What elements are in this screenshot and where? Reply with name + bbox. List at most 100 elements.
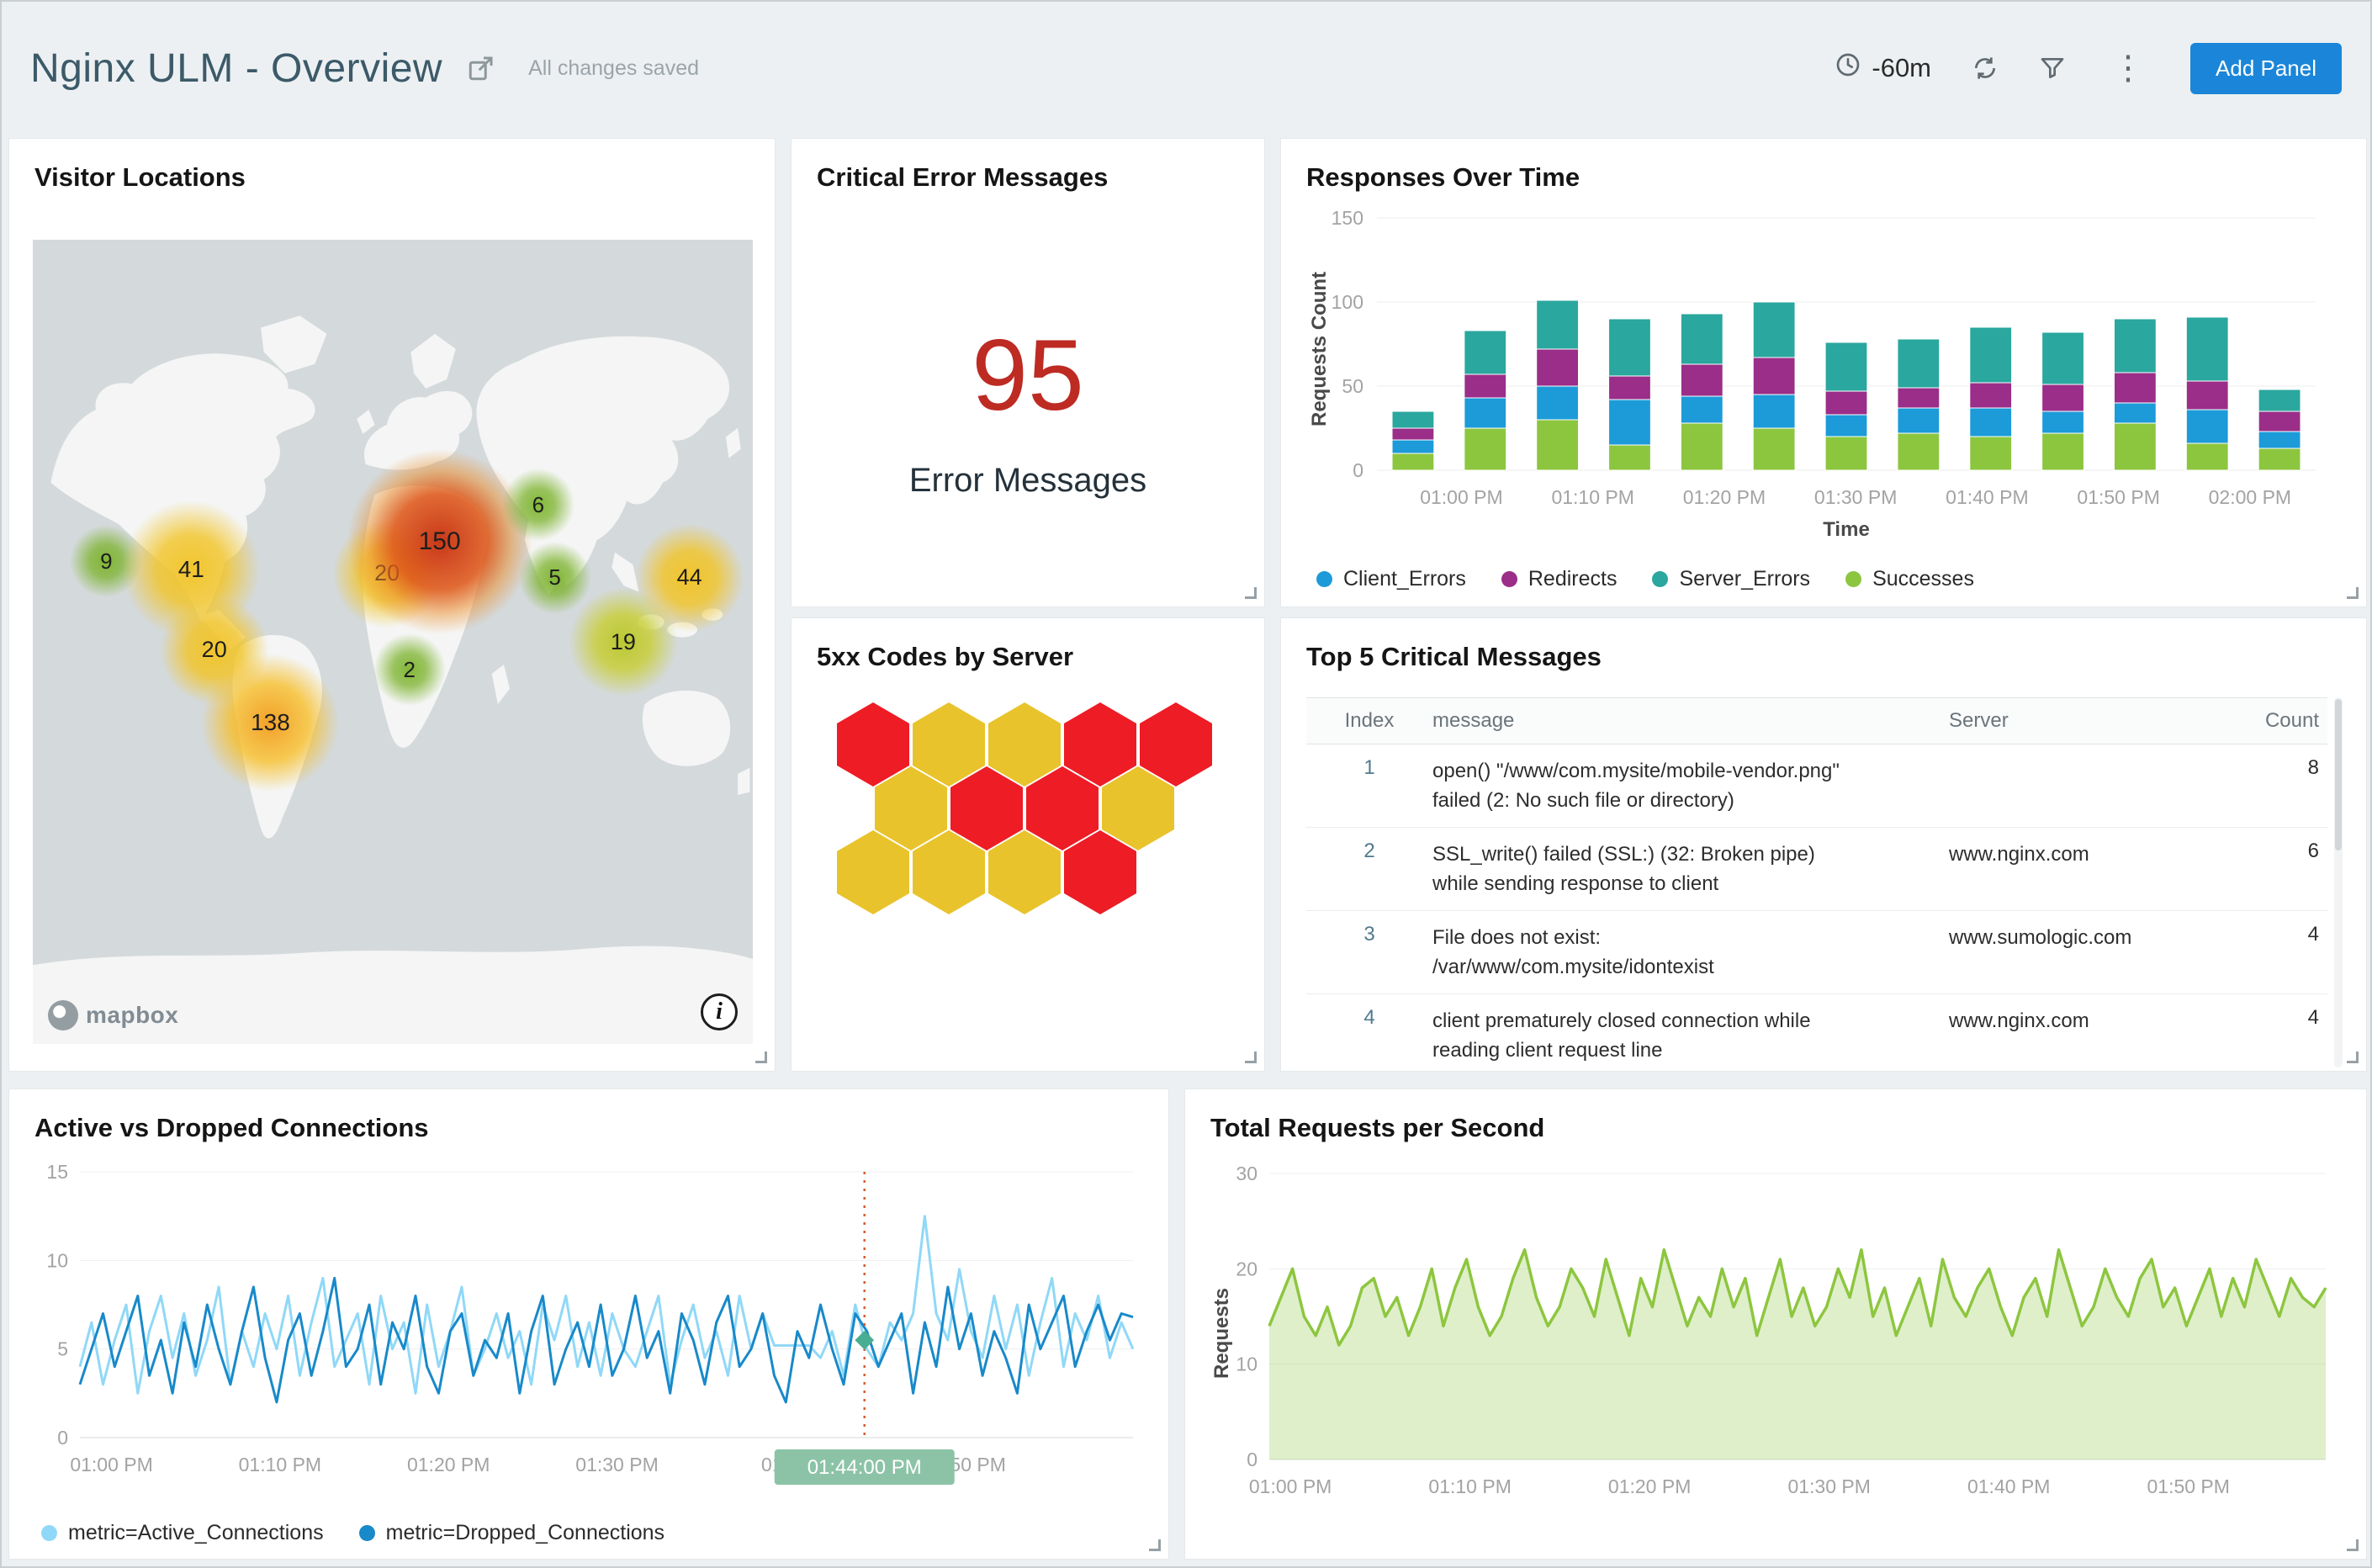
panel-responses-over-time: Responses Over Time Requests Count 0 50 10… [1280,138,2367,607]
svg-text:10: 10 [1236,1353,1257,1375]
bubble-count: 5 [548,564,561,591]
cell-index: 3 [1363,923,1375,946]
legend-label: Server_Errors [1679,567,1811,591]
svg-text:01:50 PM: 01:50 PM [2077,486,2159,508]
legend-dot [41,1525,57,1541]
honeycomb-cell-red[interactable] [1026,766,1099,850]
honeycomb-cell-red[interactable] [950,766,1023,850]
requests-area-chart[interactable]: 0 10 20 30 01:00 PM 01:10 PM 01:20 PM 01:30 PM 0… [1205,1160,2348,1513]
column-header-message[interactable]: message [1432,709,1515,732]
page-title: Nginx ULM - Overview [30,45,443,91]
table-scrollbar[interactable] [2334,697,2343,1067]
panel-title: Active vs Dropped Connections [34,1113,429,1142]
table-row[interactable]: 2 SSL_write() failed (SSL:) (32: Broken p… [1306,828,2327,911]
share-icon[interactable] [466,53,496,83]
cell-message: client prematurely closed connection whi… [1432,1009,1811,1062]
resize-handle[interactable] [2347,1539,2359,1551]
cell-server: www.sumologic.com [1949,926,2132,949]
honeycomb-cell-red[interactable] [1140,702,1212,787]
honeycomb-cell-red[interactable] [1064,702,1136,787]
panel-title: Visitor Locations [34,162,246,192]
resize-handle[interactable] [1245,1052,1257,1063]
column-header-server[interactable]: Server [1949,709,2009,732]
refresh-icon[interactable] [1972,55,1999,82]
legend-dot [1652,571,1669,587]
svg-text:01:40 PM: 01:40 PM [1967,1475,2050,1497]
legend-label: Successes [1872,567,1974,591]
svg-text:01:50 PM: 01:50 PM [2147,1475,2229,1497]
legend-item[interactable]: Server_Errors [1652,567,1810,591]
map-heat-bubble[interactable]: 2 [370,631,448,709]
legend-item[interactable]: Redirects [1501,567,1617,591]
legend-dot [1501,571,1517,587]
panel-active-vs-dropped-connections: Active vs Dropped Connections 0 5 10 15 01:0… [8,1089,1169,1560]
svg-text:01:40 PM: 01:40 PM [1946,486,2028,508]
resize-handle[interactable] [1149,1539,1161,1551]
table-row[interactable]: 4 client prematurely closed connection wh… [1306,994,2327,1069]
panel-title: Top 5 Critical Messages [1306,642,1602,671]
panel-visitor-locations: Visitor Locations [8,138,776,1072]
svg-text:01:00 PM: 01:00 PM [1420,486,1502,508]
honeycomb-row [837,702,1215,787]
honeycomb-cell-red[interactable] [837,702,909,787]
table-row[interactable]: 1 open() "/www/com.mysite/mobile-vendor.p… [1306,744,2327,828]
honeycomb-row [837,830,1215,914]
resize-handle[interactable] [2347,1052,2359,1063]
svg-text:20: 20 [1236,1258,1257,1279]
resize-handle[interactable] [755,1052,767,1063]
honeycomb-row [875,766,1215,850]
cell-server: www.nginx.com [1949,843,2089,866]
resize-handle[interactable] [2347,587,2359,599]
bubble-count: 44 [676,564,702,591]
mapbox-icon [48,1000,78,1030]
honeycomb-cell-yellow[interactable] [875,766,947,850]
cell-count: 8 [2307,756,2319,779]
world-map[interactable]: 94120138201502651944 mapbox [33,240,753,1044]
legend-item[interactable]: metric=Active_Connections [41,1521,324,1545]
time-range-button[interactable]: -60m [1835,51,1931,85]
responses-stacked-bar-chart[interactable]: 0 50 100 150 01:00 PM 01:10 PM 01:20 PM 01:30 P… [1303,204,2346,541]
mapbox-logo[interactable]: mapbox [48,1000,178,1030]
column-header-index[interactable]: Index [1344,709,1395,732]
cell-count: 4 [2307,1006,2319,1029]
responses-legend: Client_Errors Redirects Server_Errors Succe… [1316,567,1974,591]
map-heat-bubble[interactable]: 138 [199,650,342,794]
cell-message: SSL_write() failed (SSL:) (32: Broken pi… [1432,843,1815,895]
cell-server: www.nginx.com [1949,1009,2089,1032]
column-header-count[interactable]: Count [2264,709,2319,732]
svg-text:150: 150 [1332,207,1363,229]
honeycomb-chart [837,702,1215,914]
map-heat-bubble[interactable]: 6 [499,466,577,544]
honeycomb-cell-yellow[interactable] [988,702,1061,787]
svg-text:10: 10 [46,1249,68,1271]
svg-text:30: 30 [1236,1163,1257,1184]
connections-legend: metric=Active_Connections metric=Dropped_… [41,1521,664,1545]
filter-icon[interactable] [2039,55,2066,82]
connections-line-chart[interactable]: 0 5 10 15 01:00 PM 01:10 PM 01:20 PM 01:30 PM 01… [29,1160,1150,1496]
resize-handle[interactable] [1245,587,1257,599]
more-menu-icon[interactable] [2106,51,2150,85]
svg-text:5: 5 [57,1338,68,1360]
legend-label: metric=Dropped_Connections [385,1521,665,1544]
legend-item[interactable]: Successes [1845,567,1974,591]
svg-text:01:44:00 PM: 01:44:00 PM [807,1456,922,1479]
table-row[interactable]: 3 File does not exist: /var/www/com.mysit… [1306,911,2327,994]
cell-count: 4 [2307,923,2319,946]
svg-text:100: 100 [1332,291,1363,313]
legend-item[interactable]: Client_Errors [1316,567,1466,591]
honeycomb-cell-yellow[interactable] [913,702,985,787]
dashboard-header: Nginx ULM - Overview All changes saved -… [2,2,2370,135]
legend-dot [358,1525,375,1541]
map-heat-bubble[interactable]: 44 [633,521,746,634]
legend-item[interactable]: metric=Dropped_Connections [358,1521,665,1545]
add-panel-button[interactable]: Add Panel [2190,42,2342,94]
cell-index: 4 [1363,1006,1375,1029]
honeycomb-cell-yellow[interactable] [1102,766,1174,850]
map-heat-bubble[interactable]: 150 [346,448,533,635]
map-info-icon[interactable] [701,993,738,1030]
panel-5xx-codes-by-server: 5xx Codes by Server [791,617,1265,1072]
cell-count: 6 [2307,840,2319,862]
clock-icon [1835,51,1861,85]
panel-title: Responses Over Time [1306,162,1580,192]
